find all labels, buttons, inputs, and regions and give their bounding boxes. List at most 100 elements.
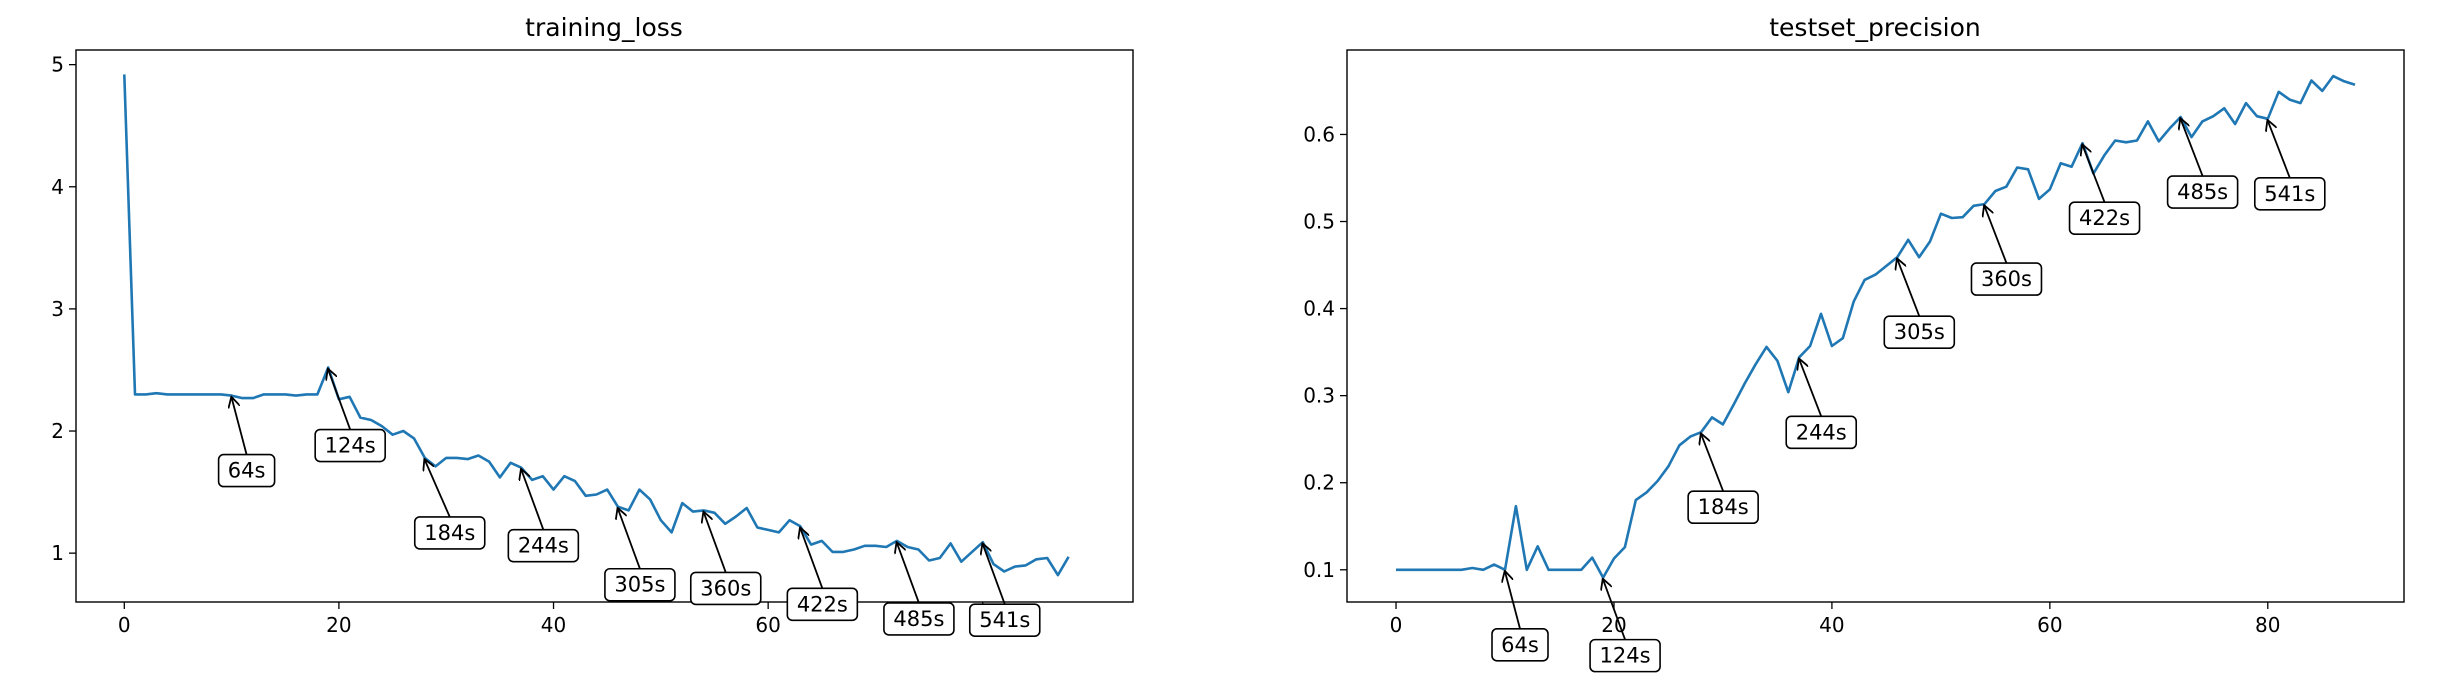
- annotation: 124s: [314, 370, 386, 463]
- annotation-arrow: [800, 528, 824, 589]
- annotation-box: [1491, 627, 1549, 662]
- annotation: 541s: [968, 544, 1041, 637]
- annotation-arrow: [521, 470, 545, 530]
- annotation-arrow: [2181, 119, 2204, 177]
- plot-area: [1346, 49, 2405, 603]
- annotation: 244s: [1785, 359, 1858, 450]
- y-tick-label: 2: [51, 419, 64, 443]
- annotation-box: [507, 528, 580, 563]
- annotation: 360s: [689, 512, 762, 606]
- annotation-box: [1970, 262, 2043, 296]
- x-tick-label: 0: [1390, 613, 1403, 637]
- annotation-label: 360s: [1981, 267, 2032, 291]
- annotation-box: [786, 587, 859, 622]
- y-tick-label: 0.4: [1303, 297, 1335, 321]
- annotation-box: [1785, 415, 1858, 450]
- annotation: 64s: [1491, 572, 1549, 662]
- annotation-box: [689, 571, 762, 606]
- y-tick-label: 0.5: [1303, 210, 1335, 234]
- training-loss-chart: training_loss 0204060801234564s124s184s2…: [51, 13, 1134, 637]
- x-tick-label: 40: [1819, 613, 1844, 637]
- y-tick-label: 0.3: [1303, 384, 1335, 408]
- annotation-box: [2166, 175, 2239, 209]
- annotation-arrow: [1701, 434, 1724, 492]
- annotation-label: 124s: [1600, 644, 1651, 668]
- annotation-box: [217, 453, 276, 488]
- annotation: 124s: [1589, 580, 1661, 673]
- testset-precision-chart: testset_precision 0 20 40 60 800.10.20.30.40…: [1303, 13, 2405, 673]
- annotation: 541s: [2253, 121, 2326, 211]
- annotation-label: 360s: [700, 576, 751, 600]
- annotation: 422s: [2068, 145, 2141, 235]
- annotation: 64s: [217, 398, 276, 488]
- annotation-arrow: [2083, 145, 2106, 203]
- y-tick-label: 0.2: [1303, 471, 1335, 495]
- annotation-label: 305s: [614, 573, 665, 597]
- annotation-label: 184s: [1698, 495, 1749, 519]
- annotation-arrow: [425, 460, 451, 518]
- annotation: 244s: [507, 470, 580, 563]
- annotation-box: [883, 602, 955, 636]
- annotation-box: [2253, 176, 2326, 211]
- annotation: 184s: [413, 460, 486, 550]
- annotation-arrow: [704, 512, 727, 573]
- annotation-label: 541s: [2264, 182, 2315, 206]
- x-tick-label: 60: [755, 613, 780, 637]
- annotation-box: [604, 567, 676, 602]
- y-tick-label: 0.1: [1303, 558, 1335, 582]
- annotation-arrow: [1603, 580, 1626, 640]
- annotation-box: [1883, 315, 1956, 350]
- annotation: 305s: [1883, 259, 1956, 350]
- annotation: 422s: [786, 528, 859, 622]
- plot-area: [75, 49, 1134, 603]
- annotation-arrow: [328, 370, 352, 430]
- annotation-box: [1589, 638, 1661, 673]
- annotation-arrow: [1799, 359, 1823, 417]
- annotation-label: 64s: [1501, 633, 1539, 657]
- annotation-label: 244s: [518, 534, 569, 558]
- annotation-box: [2068, 201, 2141, 235]
- y-tick-label: 3: [51, 297, 64, 321]
- x-tick-label: 60: [2037, 613, 2062, 637]
- annotation-box: [968, 603, 1041, 637]
- annotation-label: 485s: [2177, 180, 2228, 204]
- annotation-label: 64s: [228, 459, 266, 483]
- annotation-arrow: [618, 509, 641, 570]
- annotation-arrow: [2268, 121, 2291, 179]
- y-tick-label: 1: [51, 541, 64, 565]
- annotation-label: 184s: [424, 521, 475, 545]
- annotation-arrow: [1984, 206, 2008, 264]
- annotation-arrow: [232, 398, 248, 455]
- x-tick-label: 40: [541, 613, 566, 637]
- chart-title: testset_precision: [1769, 13, 1981, 42]
- x-tick-label: 20: [326, 613, 351, 637]
- annotation: 305s: [604, 509, 676, 602]
- annotation-arrow: [1505, 572, 1521, 630]
- chart-title: training_loss: [525, 13, 683, 42]
- annotation-arrow: [897, 543, 920, 604]
- y-tick-label: 0.6: [1303, 122, 1335, 146]
- annotation-box: [1687, 490, 1759, 525]
- annotation-label: 541s: [979, 608, 1030, 632]
- annotation-label: 422s: [797, 592, 848, 616]
- y-tick-label: 5: [51, 53, 64, 77]
- annotation: 485s: [2166, 119, 2239, 209]
- annotation: 360s: [1970, 206, 2043, 296]
- annotation-label: 305s: [1894, 320, 1945, 344]
- series-line: [1396, 74, 2356, 579]
- annotation-label: 124s: [325, 434, 376, 458]
- annotation-box: [314, 428, 386, 463]
- annotation: 184s: [1687, 434, 1759, 525]
- annotation: 485s: [883, 543, 955, 636]
- x-tick-label: 0: [118, 613, 131, 637]
- x-tick-label: 80: [2255, 613, 2280, 637]
- annotation-label: 485s: [893, 607, 944, 631]
- annotation-arrow: [983, 544, 1006, 605]
- annotation-label: 244s: [1796, 420, 1847, 444]
- annotation-label: 422s: [2079, 206, 2130, 230]
- series-line: [123, 74, 1070, 577]
- annotation-box: [413, 516, 486, 550]
- y-tick-label: 4: [51, 175, 64, 199]
- annotation-arrow: [1897, 259, 1921, 317]
